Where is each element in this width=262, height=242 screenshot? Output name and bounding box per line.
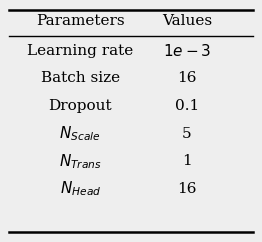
Text: 16: 16 [177, 71, 196, 85]
Text: Dropout: Dropout [48, 99, 112, 113]
Text: 5: 5 [182, 127, 192, 141]
Text: $N_{Trans}$: $N_{Trans}$ [59, 152, 102, 171]
Text: Learning rate: Learning rate [27, 44, 133, 58]
Text: 1: 1 [182, 154, 192, 168]
Text: Batch size: Batch size [41, 71, 120, 85]
Text: $1e-3$: $1e-3$ [163, 43, 211, 59]
Text: 0.1: 0.1 [175, 99, 199, 113]
Text: 16: 16 [177, 182, 196, 196]
Text: $N_{Scale}$: $N_{Scale}$ [59, 124, 101, 143]
Text: Parameters: Parameters [36, 14, 124, 28]
Text: $N_{Head}$: $N_{Head}$ [59, 179, 101, 198]
Text: Values: Values [162, 14, 212, 28]
